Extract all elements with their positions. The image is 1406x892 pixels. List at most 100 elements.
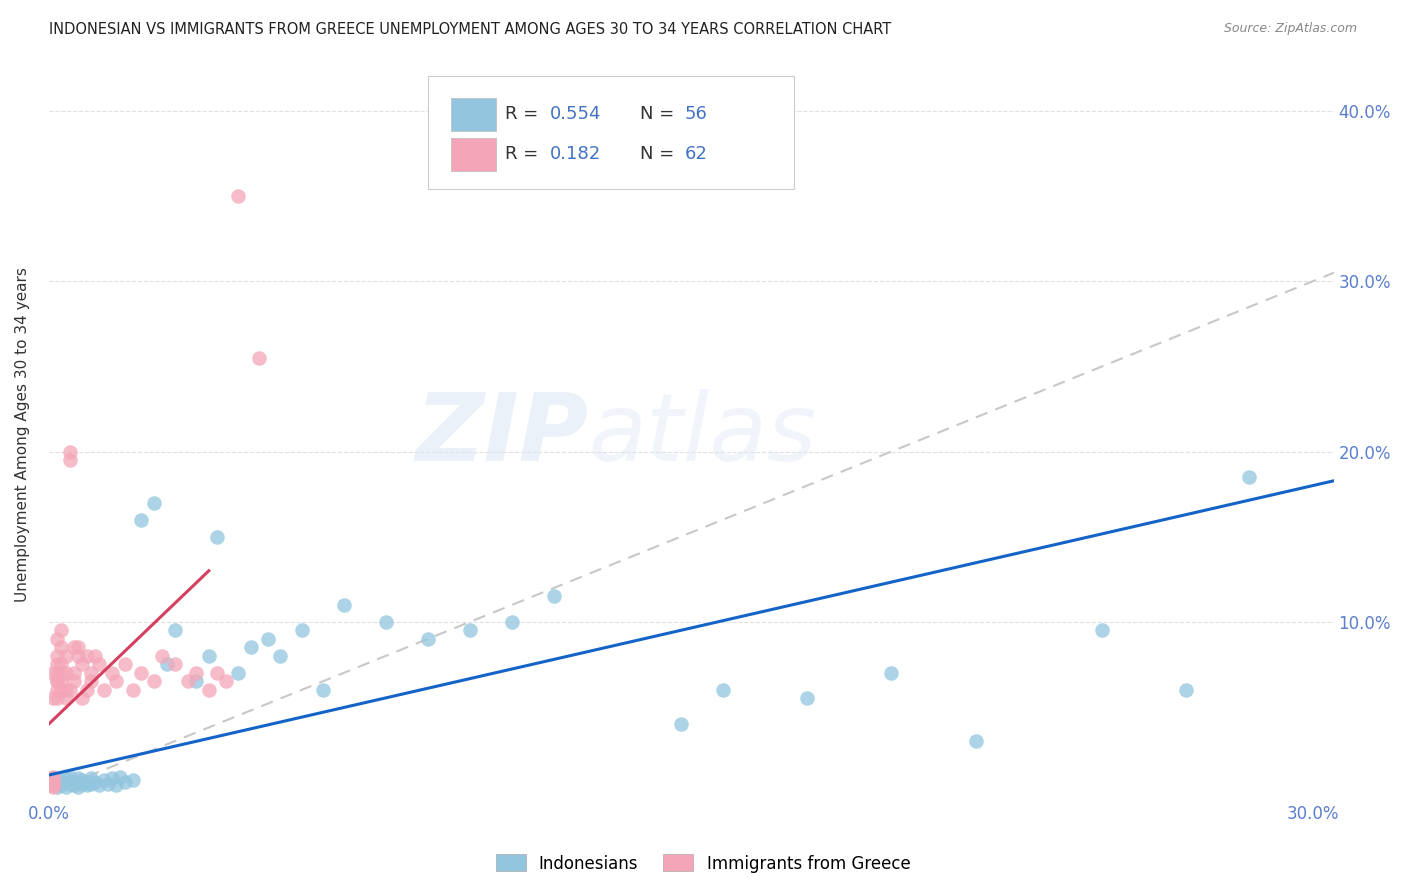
Text: Source: ZipAtlas.com: Source: ZipAtlas.com	[1223, 22, 1357, 36]
Point	[143, 674, 166, 689]
Y-axis label: Unemployment Among Ages 30 to 34 years: Unemployment Among Ages 30 to 34 years	[15, 267, 30, 602]
Point	[207, 530, 229, 544]
Point	[131, 665, 153, 680]
Point	[51, 773, 73, 788]
Point	[76, 775, 98, 789]
Point	[110, 770, 132, 784]
Point	[80, 772, 103, 786]
Point	[46, 632, 69, 646]
Point	[143, 496, 166, 510]
Point	[46, 657, 69, 672]
Point	[93, 682, 115, 697]
Point	[796, 691, 818, 706]
Point	[72, 776, 94, 790]
Point	[543, 590, 565, 604]
Point	[51, 640, 73, 655]
Point	[880, 665, 903, 680]
Point	[669, 717, 692, 731]
Text: N =: N =	[640, 105, 679, 123]
Point	[67, 772, 90, 786]
Point	[42, 775, 65, 789]
Point	[97, 776, 120, 790]
Point	[374, 615, 396, 629]
Point	[198, 682, 221, 697]
Point	[416, 632, 439, 646]
Point	[42, 776, 65, 790]
Point	[42, 778, 65, 792]
Point	[67, 780, 90, 794]
Text: INDONESIAN VS IMMIGRANTS FROM GREECE UNEMPLOYMENT AMONG AGES 30 TO 34 YEARS CORR: INDONESIAN VS IMMIGRANTS FROM GREECE UNE…	[49, 22, 891, 37]
Point	[332, 598, 354, 612]
Text: R =: R =	[505, 145, 544, 163]
Point	[55, 665, 77, 680]
Point	[152, 648, 174, 663]
Point	[131, 513, 153, 527]
Point	[122, 773, 145, 788]
Point	[207, 665, 229, 680]
Point	[256, 632, 278, 646]
Point	[80, 665, 103, 680]
Point	[501, 615, 523, 629]
Point	[51, 682, 73, 697]
Point	[76, 682, 98, 697]
Point	[51, 624, 73, 638]
Bar	[451, 138, 496, 171]
Point	[59, 776, 82, 790]
Point	[46, 691, 69, 706]
Point	[156, 657, 179, 672]
Point	[72, 773, 94, 788]
Point	[215, 674, 238, 689]
Point	[42, 772, 65, 786]
Point	[311, 682, 333, 697]
Point	[55, 648, 77, 663]
Text: 56: 56	[685, 105, 707, 123]
Point	[72, 657, 94, 672]
FancyBboxPatch shape	[427, 76, 794, 189]
Point	[46, 674, 69, 689]
Point	[269, 648, 291, 663]
Point	[42, 773, 65, 788]
Point	[42, 776, 65, 790]
Point	[67, 648, 90, 663]
Point	[63, 665, 86, 680]
Point	[122, 682, 145, 697]
Point	[80, 674, 103, 689]
Point	[59, 453, 82, 467]
Point	[76, 778, 98, 792]
Text: N =: N =	[640, 145, 679, 163]
Point	[63, 674, 86, 689]
Text: R =: R =	[505, 105, 544, 123]
Point	[239, 640, 262, 655]
Point	[51, 657, 73, 672]
Point	[59, 682, 82, 697]
Point	[67, 640, 90, 655]
Point	[63, 778, 86, 792]
Point	[42, 780, 65, 794]
Point	[76, 648, 98, 663]
Point	[228, 665, 250, 680]
Text: 0.554: 0.554	[550, 105, 602, 123]
Text: atlas: atlas	[588, 389, 817, 480]
Point	[290, 624, 312, 638]
Point	[105, 778, 128, 792]
Point	[42, 665, 65, 680]
Point	[46, 780, 69, 794]
Point	[101, 772, 124, 786]
Point	[965, 734, 987, 748]
Point	[59, 444, 82, 458]
Point	[247, 351, 270, 365]
Point	[42, 778, 65, 792]
Point	[42, 775, 65, 789]
Point	[177, 674, 200, 689]
Point	[46, 674, 69, 689]
Text: ZIP: ZIP	[416, 389, 588, 481]
Point	[89, 778, 111, 792]
Legend: Indonesians, Immigrants from Greece: Indonesians, Immigrants from Greece	[489, 847, 917, 880]
Point	[55, 682, 77, 697]
Text: 62: 62	[685, 145, 707, 163]
Text: 0.182: 0.182	[550, 145, 602, 163]
Point	[165, 657, 187, 672]
Point	[46, 682, 69, 697]
Point	[42, 776, 65, 790]
Point	[55, 772, 77, 786]
